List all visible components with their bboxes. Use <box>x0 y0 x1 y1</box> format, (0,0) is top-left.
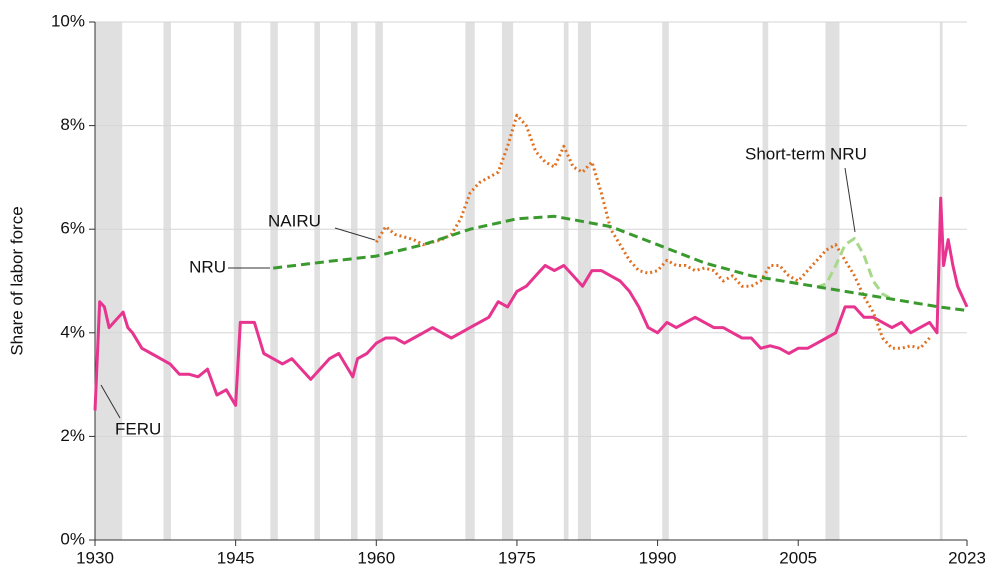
series-line <box>816 237 893 301</box>
y-tick-label: 4% <box>60 322 85 341</box>
recession-band <box>314 22 321 540</box>
x-tick-label: 2005 <box>779 548 817 567</box>
recession-band <box>762 22 769 540</box>
y-tick-label: 0% <box>60 529 85 548</box>
series-label: Short-term NRU <box>745 144 867 163</box>
label-leader <box>844 167 856 233</box>
label-leader <box>100 384 121 419</box>
recession-band <box>375 22 383 540</box>
y-tick-label: 10% <box>51 11 85 30</box>
x-tick-label: 1960 <box>357 548 395 567</box>
recession-band <box>465 22 475 540</box>
x-tick-label: 2023 <box>948 548 985 567</box>
recession-band <box>270 22 278 540</box>
recession-band <box>163 22 171 540</box>
series-label: NRU <box>189 257 226 276</box>
recession-band <box>939 22 943 540</box>
recession-band <box>501 22 514 540</box>
x-tick-label: 1945 <box>217 548 255 567</box>
y-tick-label: 8% <box>60 115 85 134</box>
recession-band <box>563 22 569 540</box>
y-tick-label: 2% <box>60 426 85 445</box>
y-axis-label: Share of labor force <box>7 206 26 355</box>
x-tick-label: 1990 <box>639 548 677 567</box>
y-tick-label: 6% <box>60 219 85 238</box>
x-tick-label: 1975 <box>498 548 536 567</box>
recession-band <box>233 22 242 540</box>
recession-band <box>95 22 123 540</box>
x-tick-label: 1930 <box>76 548 114 567</box>
series-label: NAIRU <box>268 211 321 230</box>
series-line <box>375 113 931 350</box>
recession-band <box>825 22 840 540</box>
series-label: FERU <box>115 419 161 438</box>
series-line <box>273 214 968 312</box>
series-line <box>93 196 969 411</box>
recession-band <box>350 22 358 540</box>
label-leader <box>334 227 376 241</box>
recession-band <box>662 22 669 540</box>
